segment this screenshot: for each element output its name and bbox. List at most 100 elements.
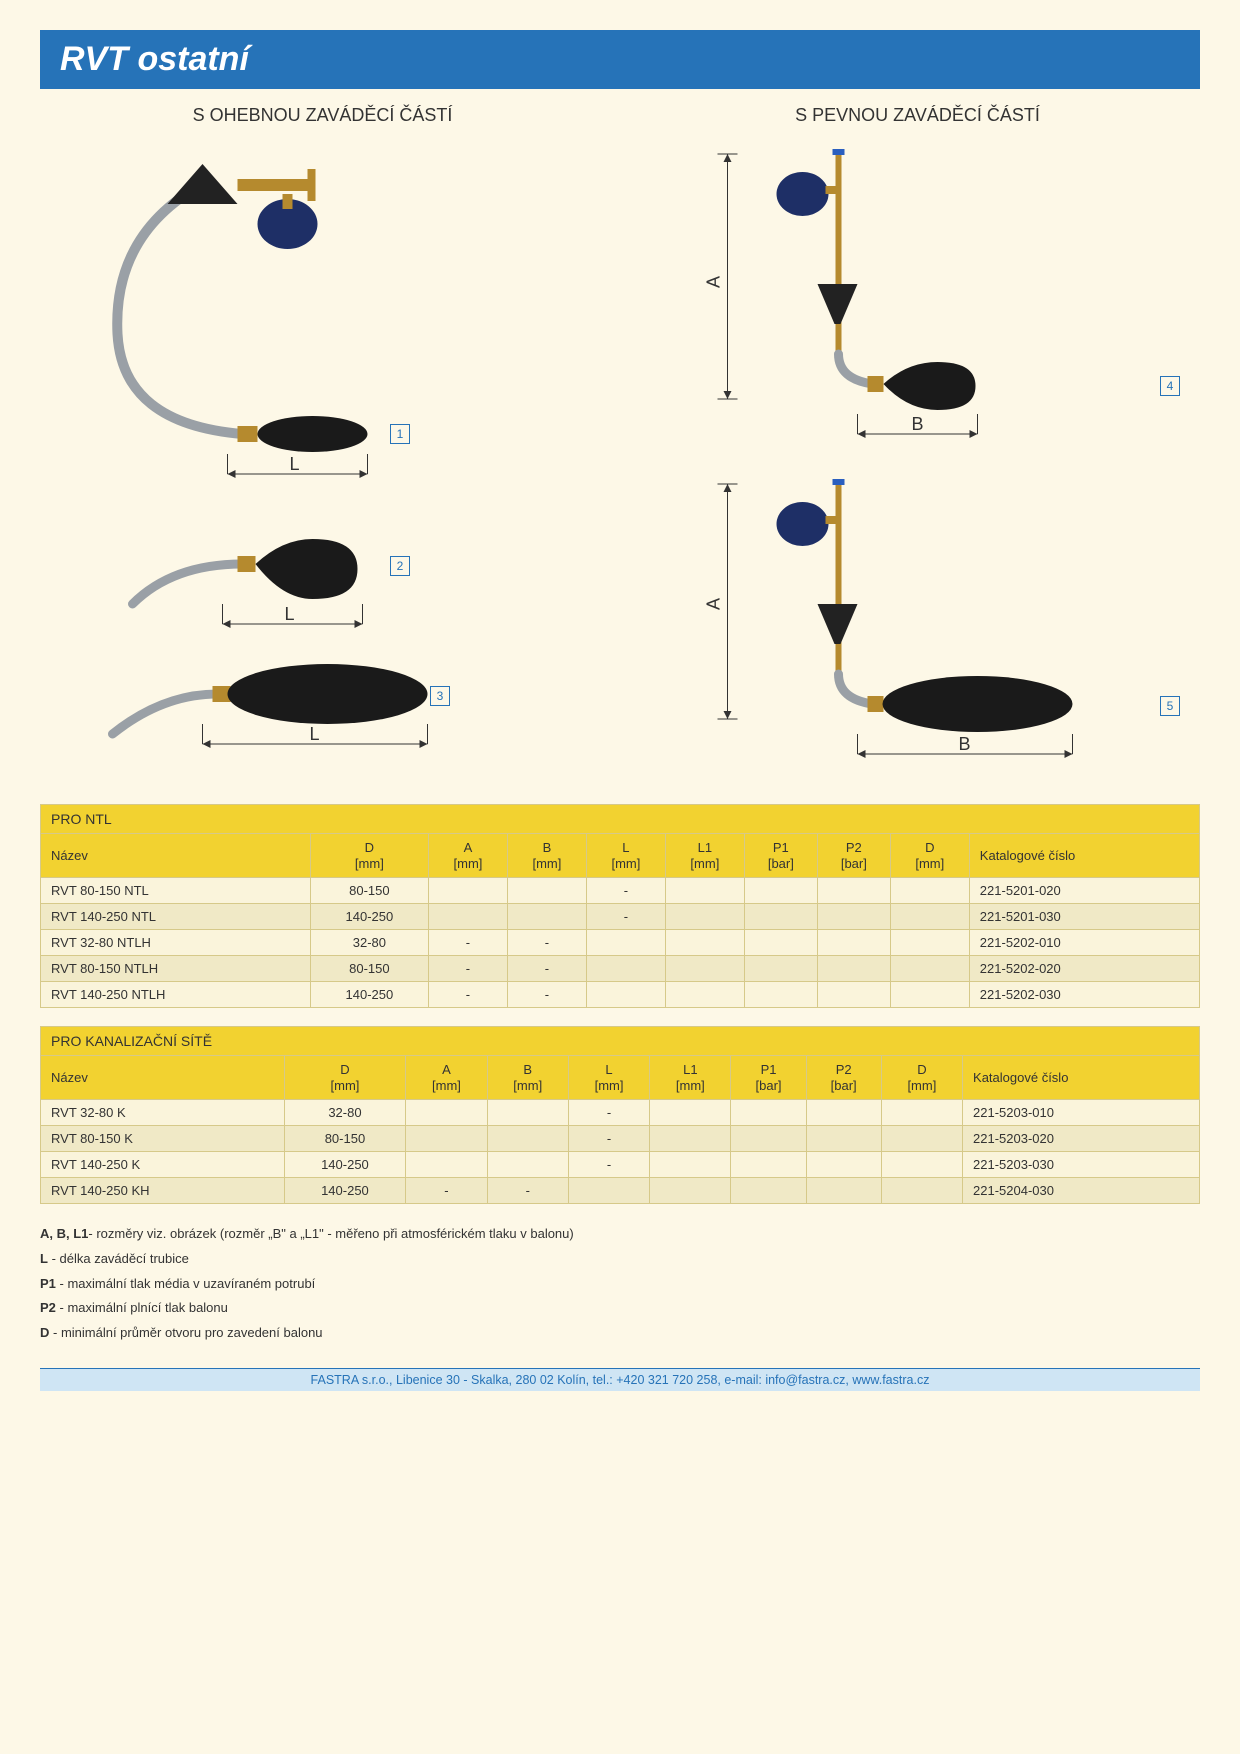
table-row: RVT 32-80 NTLH32-80--221-5202-010 (41, 930, 1200, 956)
table-cell: 221-5201-020 (969, 878, 1199, 904)
table-cell: 221-5202-030 (969, 982, 1199, 1008)
table-cell: 221-5203-030 (963, 1152, 1200, 1178)
legend-key-l: L (40, 1251, 48, 1266)
table-cell: - (406, 1178, 487, 1204)
legend-key-d: D (40, 1325, 49, 1340)
table-cell (817, 982, 890, 1008)
table-cell (665, 930, 744, 956)
table-ntl-title: PRO NTL (40, 804, 1200, 833)
table-cell: 140-250 (310, 982, 428, 1008)
svg-text:B: B (911, 414, 923, 434)
table-header: B[mm] (507, 834, 586, 878)
table-header: L1[mm] (665, 834, 744, 878)
table-cell: 80-150 (284, 1126, 406, 1152)
legend-text-5: - minimální průměr otvoru pro zavedení b… (49, 1325, 322, 1340)
diagram-badge-3: 3 (430, 686, 450, 706)
table-cell (731, 1100, 806, 1126)
table-header: A[mm] (406, 1056, 487, 1100)
diagram-left-col: S OHEBNOU ZAVÁDĚCÍ ČÁSTÍ (40, 101, 605, 774)
table-cell: RVT 80-150 NTL (41, 878, 311, 904)
table-cell (744, 930, 817, 956)
table-header: P2[bar] (806, 1056, 881, 1100)
table-cell: 80-150 (310, 956, 428, 982)
table-cell: - (507, 956, 586, 982)
table-cell (650, 1152, 731, 1178)
table-cell (881, 1178, 962, 1204)
diagram-left-title: S OHEBNOU ZAVÁDĚCÍ ČÁSTÍ (40, 105, 605, 126)
table-cell: 140-250 (310, 904, 428, 930)
table-cell (817, 956, 890, 982)
table-cell (890, 878, 969, 904)
table-cell (744, 878, 817, 904)
table-cell: - (428, 982, 507, 1008)
table-cell (665, 878, 744, 904)
table-cell (650, 1178, 731, 1204)
table-cell: RVT 32-80 NTLH (41, 930, 311, 956)
legend-key-p2: P2 (40, 1300, 56, 1315)
table-cell: - (487, 1178, 568, 1204)
table-cell (731, 1152, 806, 1178)
diagram-right-title: S PEVNOU ZAVÁDĚCÍ ČÁSTÍ (635, 105, 1200, 126)
table-cell: - (586, 878, 665, 904)
table-cell (428, 904, 507, 930)
table-cell (406, 1152, 487, 1178)
table-cell (744, 904, 817, 930)
table-cell (507, 878, 586, 904)
table-header: Katalogové číslo (969, 834, 1199, 878)
table-cell: - (507, 930, 586, 956)
table-row: RVT 140-250 NTLH140-250--221-5202-030 (41, 982, 1200, 1008)
table-header: Katalogové číslo (963, 1056, 1200, 1100)
table-cell (568, 1178, 649, 1204)
table-cell (487, 1126, 568, 1152)
svg-text:L: L (284, 604, 294, 624)
table-cell (744, 982, 817, 1008)
page-title: RVT ostatní (40, 30, 1200, 89)
legend: A, B, L1- rozměry viz. obrázek (rozměr „… (40, 1222, 1200, 1345)
diagram-badge-4: 4 (1160, 376, 1180, 396)
legend-text-2: - délka zaváděcí trubice (48, 1251, 189, 1266)
table-cell (806, 1152, 881, 1178)
table-cell: - (568, 1126, 649, 1152)
table-cell: RVT 140-250 NTL (41, 904, 311, 930)
legend-text-4: - maximální plnící tlak balonu (56, 1300, 228, 1315)
table-row: RVT 140-250 KH140-250--221-5204-030 (41, 1178, 1200, 1204)
table-cell (744, 956, 817, 982)
table-row: RVT 80-150 NTLH80-150--221-5202-020 (41, 956, 1200, 982)
table-cell (487, 1152, 568, 1178)
table-cell: RVT 140-250 NTLH (41, 982, 311, 1008)
table-header: P1[bar] (731, 1056, 806, 1100)
table-cell (586, 930, 665, 956)
table-cell (665, 904, 744, 930)
table-row: RVT 80-150 NTL80-150-221-5201-020 (41, 878, 1200, 904)
table-cell: RVT 32-80 K (41, 1100, 285, 1126)
svg-text:A: A (704, 598, 724, 610)
table-header: B[mm] (487, 1056, 568, 1100)
table-cell: 221-5202-010 (969, 930, 1199, 956)
table-cell: 221-5203-010 (963, 1100, 1200, 1126)
table-cell (406, 1100, 487, 1126)
table-cell (586, 982, 665, 1008)
table-header: D[mm] (881, 1056, 962, 1100)
table-cell: RVT 80-150 K (41, 1126, 285, 1152)
table-cell (817, 904, 890, 930)
table-cell: - (507, 982, 586, 1008)
table-header: L[mm] (568, 1056, 649, 1100)
table-cell: 221-5201-030 (969, 904, 1199, 930)
table-row: RVT 80-150 K80-150-221-5203-020 (41, 1126, 1200, 1152)
diagram-badge-5: 5 (1160, 696, 1180, 716)
table-cell (890, 982, 969, 1008)
table-header: P2[bar] (817, 834, 890, 878)
table-kan: PRO KANALIZAČNÍ SÍTĚ NázevD[mm]A[mm]B[mm… (40, 1026, 1200, 1204)
table-cell (890, 956, 969, 982)
table-cell: - (428, 930, 507, 956)
table-cell (665, 982, 744, 1008)
diagram-badge-2: 2 (390, 556, 410, 576)
table-row: RVT 32-80 K32-80-221-5203-010 (41, 1100, 1200, 1126)
table-cell (665, 956, 744, 982)
table-cell (890, 904, 969, 930)
table-cell (881, 1152, 962, 1178)
table-cell (406, 1126, 487, 1152)
table-row: RVT 140-250 K140-250-221-5203-030 (41, 1152, 1200, 1178)
table-cell (881, 1126, 962, 1152)
table-cell (817, 930, 890, 956)
